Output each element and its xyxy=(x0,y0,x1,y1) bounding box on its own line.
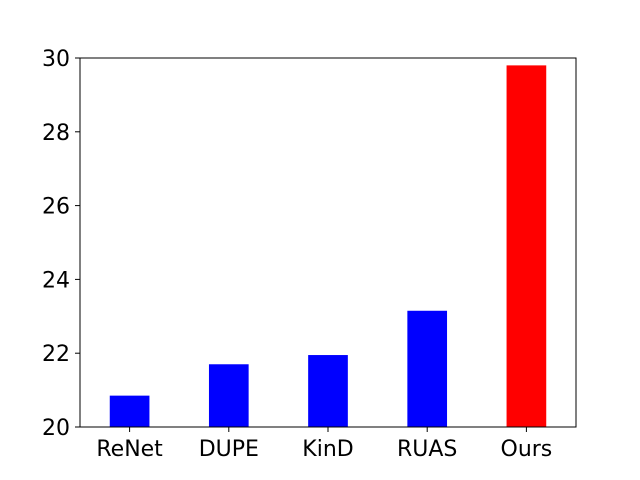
y-tick-label: 20 xyxy=(42,416,70,441)
y-tick-label: 24 xyxy=(42,268,70,293)
x-axis-ticks: ReNet DUPE KinD RUAS Ours xyxy=(96,427,552,462)
x-tick-label: ReNet xyxy=(96,437,163,462)
x-tick-label: RUAS xyxy=(397,437,457,462)
x-tick-label: Ours xyxy=(501,437,553,462)
bar-kind xyxy=(308,355,348,427)
bar-dupe xyxy=(208,364,249,427)
y-axis-ticks: 20 22 24 26 28 30 xyxy=(42,47,80,441)
plot-frame xyxy=(79,57,577,428)
x-tick-label: DUPE xyxy=(199,437,259,462)
bars-group xyxy=(109,65,547,427)
y-tick-label: 30 xyxy=(42,47,70,72)
y-tick-label: 28 xyxy=(42,121,70,146)
bar-renet xyxy=(109,395,150,427)
y-tick-label: 22 xyxy=(42,342,70,367)
y-tick-label: 26 xyxy=(42,195,70,220)
x-tick-label: KinD xyxy=(302,437,353,462)
bar-ours xyxy=(506,65,547,427)
bar-ruas xyxy=(407,310,448,427)
